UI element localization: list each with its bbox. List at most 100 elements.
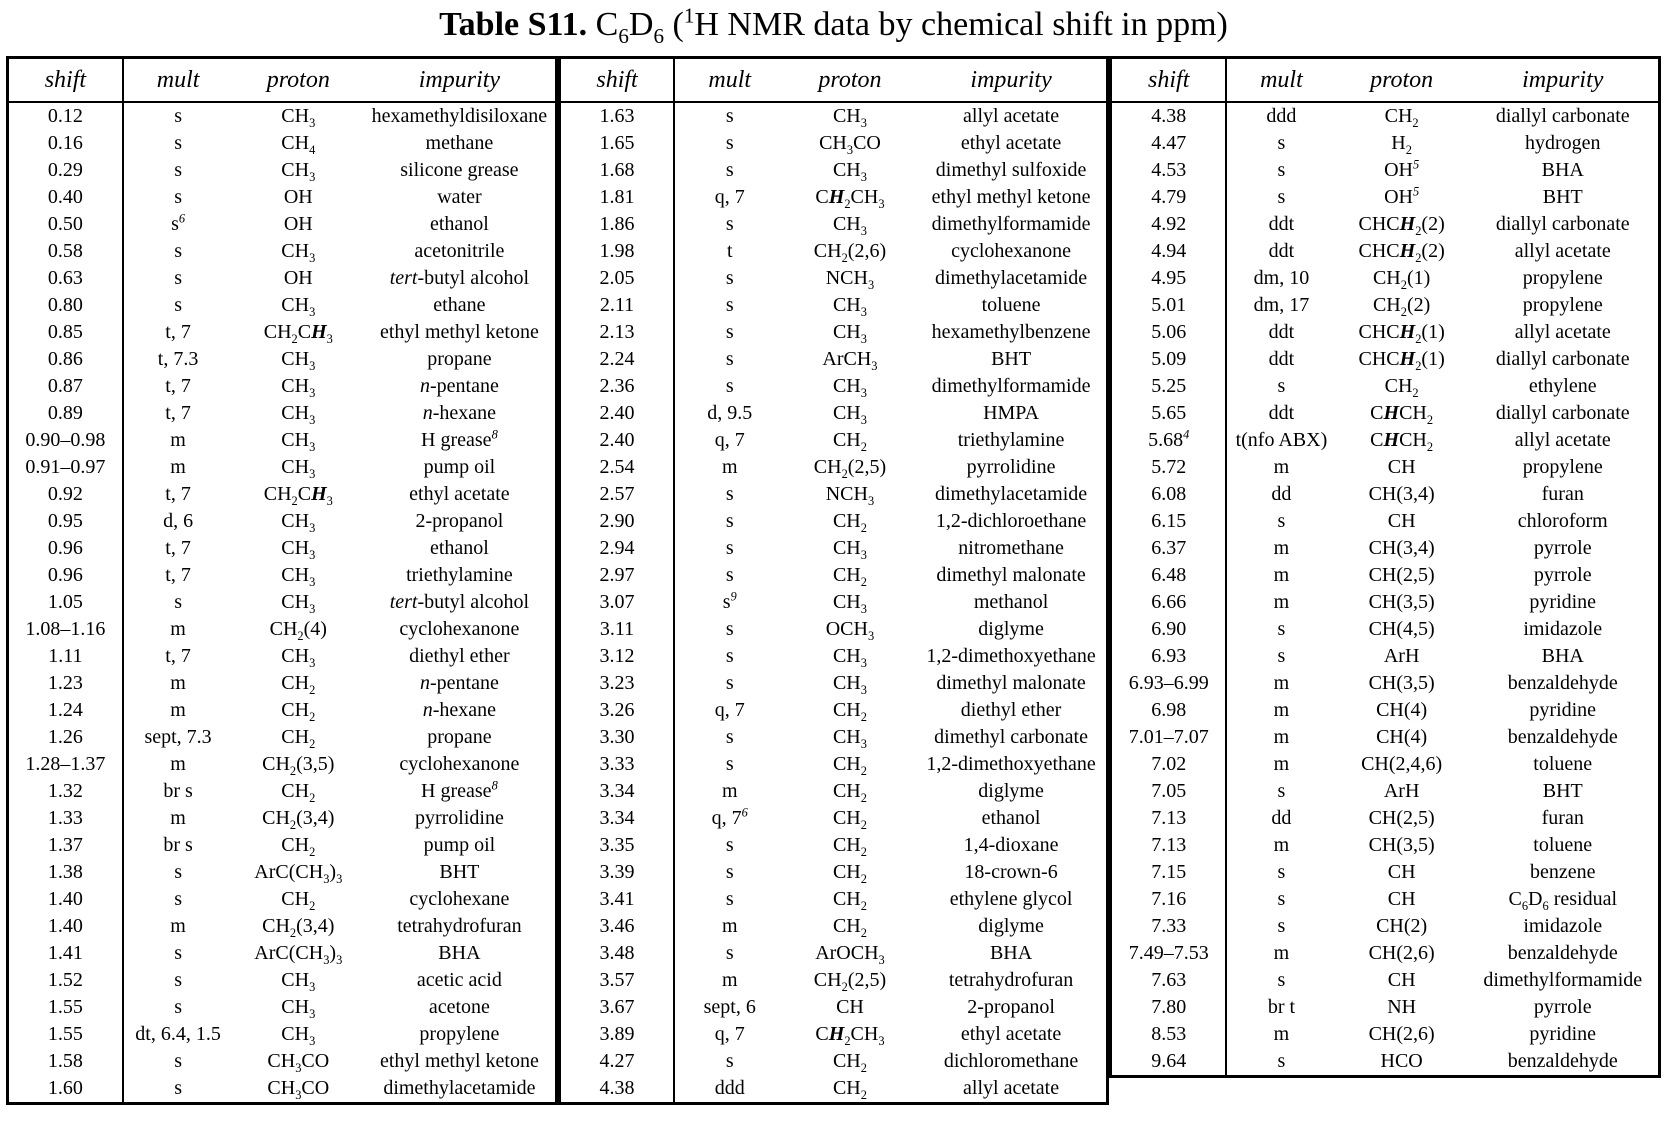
mult-cell: m (170, 699, 186, 721)
shift-cell: 0.96 (7, 562, 124, 589)
table-row: 3.48 s ArOCH3 BHA (559, 940, 1108, 967)
impurity-cell: diethyl ether (960, 699, 1062, 721)
shift-cell: 0.85 (7, 319, 124, 346)
shift-cell: 1.23 (7, 670, 124, 697)
shift-cell: 5.09 (1110, 346, 1228, 373)
impurity-cell: toluene (1533, 834, 1593, 856)
proton-cell: CH2 (281, 726, 316, 751)
impurity-cell: cyclohexanone (399, 753, 520, 775)
impurity-cell: propylene (1522, 456, 1603, 478)
proton-cell: ArOCH3 (815, 942, 885, 967)
impurity-cell: furan (1541, 483, 1584, 505)
shift-cell: 5.01 (1110, 292, 1228, 319)
table-row: 1.58 s CH3CO ethyl methyl ketone (7, 1048, 557, 1075)
impurity-cell: tert-butyl alcohol (389, 591, 530, 613)
table-row: 2.36 s CH3 dimethylformamide (559, 373, 1108, 400)
proton-cell: CH(3,4) (1368, 537, 1435, 559)
impurity-cell: allyl acetate (1514, 321, 1611, 343)
proton-cell: CH (1387, 888, 1416, 910)
proton-cell: CH4 (281, 132, 316, 157)
table-row: 1.37 br s CH2 pump oil (7, 832, 557, 859)
proton-cell: CH2(2,5) (813, 969, 887, 994)
shift-cell: 0.91–0.97 (7, 454, 124, 481)
impurity-cell: BHA (1541, 159, 1584, 181)
table-row: 7.63 s CH dimethylformamide (1110, 967, 1660, 994)
impurity-cell: benzene (1529, 861, 1596, 883)
impurity-cell: dimethyl sulfoxide (935, 159, 1087, 181)
proton-cell: CH2 (832, 888, 867, 913)
impurity-cell: hexamethylbenzene (931, 321, 1091, 343)
table-row: 2.54 m CH2(2,5) pyrrolidine (559, 454, 1108, 481)
table-row: 6.48 m CH(2,5) pyrrole (1110, 562, 1660, 589)
mult-cell: s (1277, 645, 1286, 667)
mult-cell: m (1273, 726, 1290, 748)
table-row: 0.16 s CH4 methane (7, 130, 557, 157)
proton-cell: CH3 (281, 996, 316, 1021)
table-row: 1.86 s CH3 dimethylformamide (559, 211, 1108, 238)
shift-cell: 5.06 (1110, 319, 1228, 346)
impurity-cell: pump oil (423, 456, 496, 478)
proton-cell: CH2CH3 (263, 483, 333, 508)
mult-cell: s (1277, 780, 1286, 802)
table-row: 1.68 s CH3 dimethyl sulfoxide (559, 157, 1108, 184)
proton-cell: CH3 (281, 240, 316, 265)
mult-cell: m (1273, 672, 1290, 694)
shift-cell: 7.49–7.53 (1110, 940, 1228, 967)
mult-cell: m (1273, 537, 1290, 559)
proton-cell: CH2 (832, 1050, 867, 1075)
proton-cell: OH (283, 213, 313, 235)
table-row: 2.90 s CH2 1,2-dichloroethane (559, 508, 1108, 535)
mult-cell: s (725, 888, 734, 910)
shift-cell: 3.26 (559, 697, 676, 724)
column-header-proton: proton (1335, 57, 1468, 103)
mult-cell: s (174, 267, 182, 289)
proton-cell: ArH (1383, 645, 1420, 667)
column-header-impurity: impurity (364, 57, 557, 103)
column-header-proton: proton (232, 57, 365, 103)
proton-cell: CH3 (281, 105, 316, 130)
shift-cell: 0.89 (7, 400, 124, 427)
proton-cell: CH(3,4) (1368, 483, 1435, 505)
table-row: 1.33 m CH2(3,4) pyrrolidine (7, 805, 557, 832)
shift-cell: 0.63 (7, 265, 124, 292)
proton-cell: CH(3,5) (1368, 834, 1435, 856)
mult-cell: s (725, 483, 734, 505)
table-row: 0.87 t, 7 CH3 n-pentane (7, 373, 557, 400)
table-row: 3.57 m CH2(2,5) tetrahydrofuran (559, 967, 1108, 994)
mult-cell: sept, 6 (703, 996, 756, 1018)
shift-cell: 0.96 (7, 535, 124, 562)
table-row: 2.24 s ArCH3 BHT (559, 346, 1108, 373)
mult-cell: q, 7 (714, 1023, 745, 1045)
proton-cell: CH3 (281, 537, 316, 562)
impurity-cell: dichloromethane (943, 1050, 1079, 1072)
proton-cell: CH2 (832, 429, 867, 454)
table-row: 0.63 s OH tert-butyl alcohol (7, 265, 557, 292)
proton-cell: CH3 (832, 294, 867, 319)
proton-cell: CHCH2(2) (1358, 240, 1445, 265)
shift-cell: 4.79 (1110, 184, 1228, 211)
impurity-cell: ethanol (981, 807, 1041, 829)
shift-cell: 1.33 (7, 805, 124, 832)
column-header-impurity: impurity (1467, 57, 1660, 103)
table-row: 1.11 t, 7 CH3 diethyl ether (7, 643, 557, 670)
impurity-cell: hydrogen (1524, 132, 1601, 154)
mult-cell: s (725, 348, 734, 370)
page-title: Table S11. C6D6 (1H NMR data by chemical… (0, 0, 1667, 56)
impurity-cell: allyl acetate (1514, 240, 1611, 262)
shift-cell: 7.16 (1110, 886, 1228, 913)
shift-cell: 1.98 (559, 238, 676, 265)
nmr-shift-tables: shift mult proton impurity 0.12 s CH3 hexam… (0, 56, 1667, 1105)
shift-cell: 1.58 (7, 1048, 124, 1075)
impurity-cell: cyclohexanone (951, 240, 1072, 262)
table-row: 3.35 s CH2 1,4-dioxane (559, 832, 1108, 859)
column-header-shift: shift (7, 57, 124, 103)
mult-cell: ddt (1268, 402, 1295, 424)
mult-cell: m (1273, 942, 1290, 964)
proton-cell: CH3 (281, 510, 316, 535)
impurity-cell: pyrrolidine (966, 456, 1056, 478)
proton-cell: CH (1387, 456, 1416, 478)
mult-cell: t, 7 (165, 564, 191, 586)
shift-cell: 0.90–0.98 (7, 427, 124, 454)
table-row: 1.60 s CH3CO dimethylacetamide (7, 1075, 557, 1104)
impurity-cell: 1,2-dimethoxyethane (926, 645, 1096, 667)
